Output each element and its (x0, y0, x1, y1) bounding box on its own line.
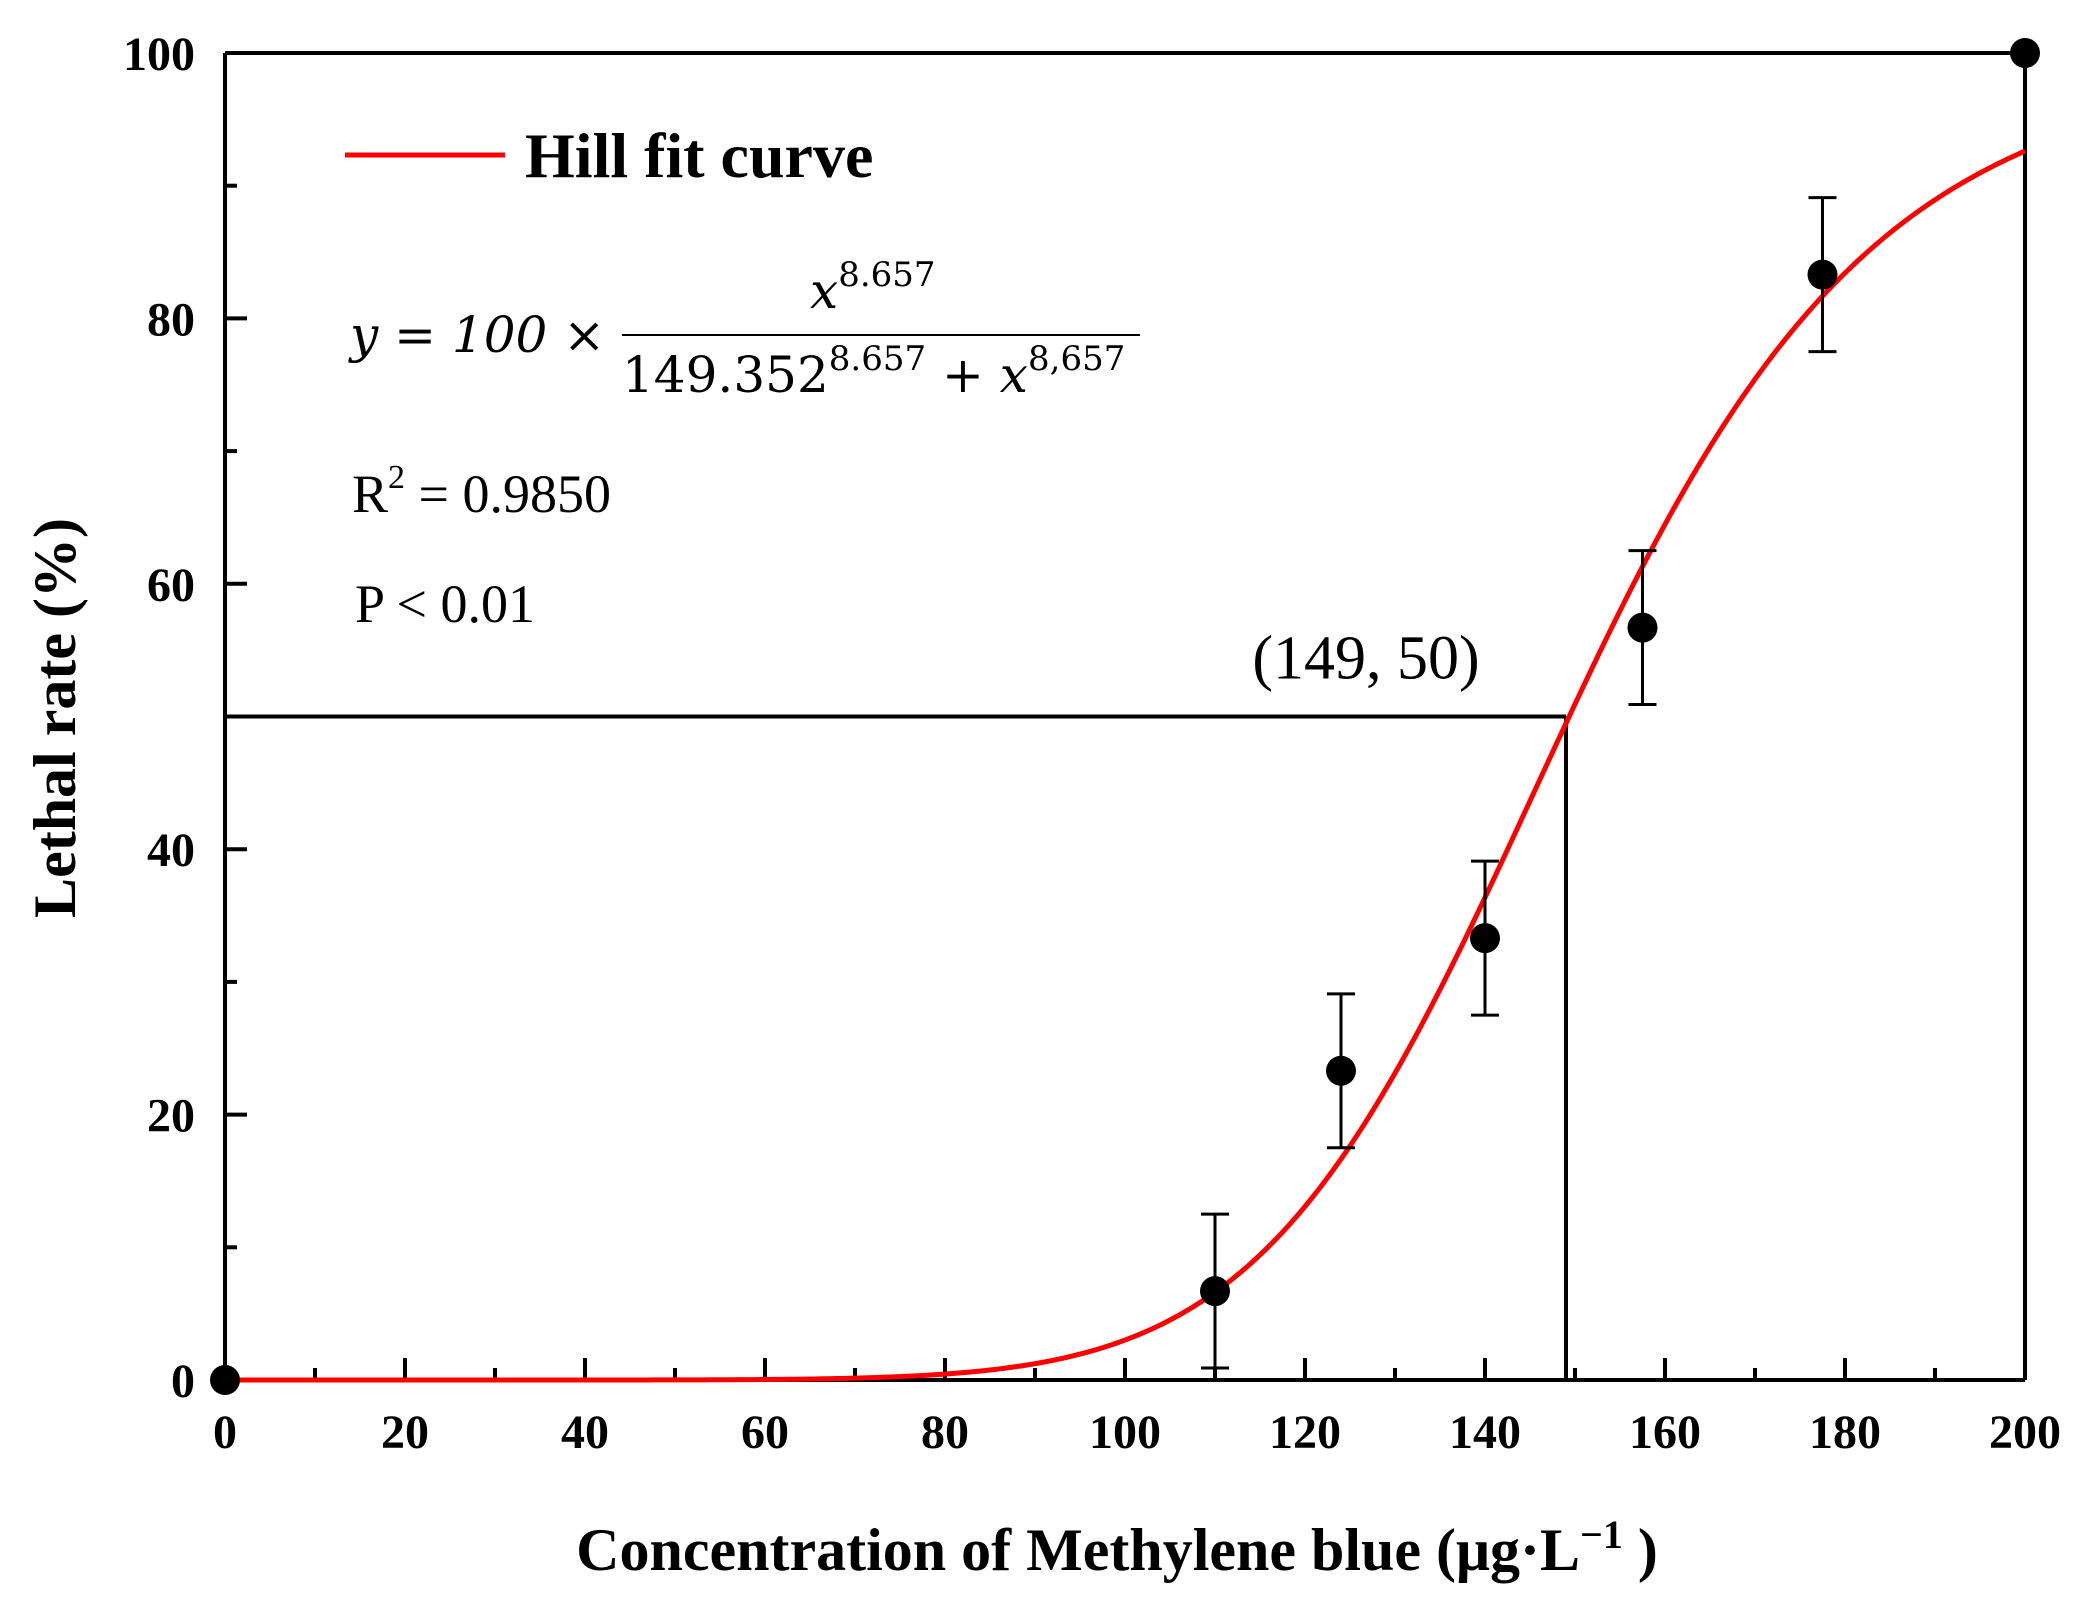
x-tick-label: 200 (1989, 1406, 2061, 1459)
legend-label: Hill fit curve (525, 120, 873, 191)
annotation-label: (149, 50) (1252, 625, 1479, 693)
data-point (1326, 1055, 1356, 1086)
denominator-exp2: 8,657 (1028, 339, 1125, 379)
equation-denominator: 149.3528.657 + x8,657 (622, 339, 1125, 404)
data-point (210, 1365, 240, 1395)
data-point (1627, 612, 1658, 643)
x-tick-label: 100 (1089, 1406, 1161, 1459)
reference-lines (225, 714, 1568, 1380)
y-tick-label: 20 (147, 1090, 195, 1143)
x-tick-label: 140 (1449, 1406, 1521, 1459)
legend: Hill fit curve (345, 120, 873, 191)
y-ticks: 0 20 40 60 80 100 (123, 28, 247, 1408)
y-tick-label: 80 (147, 293, 195, 346)
denominator-base: 149.352 (622, 346, 829, 404)
r-squared-sup: 2 (388, 459, 405, 496)
fit-equation: y = 100 × x8.657 149.3528.657 + x8,657 (348, 255, 1140, 404)
x-tick-label: 160 (1629, 1406, 1701, 1459)
x-tick-label: 120 (1269, 1406, 1341, 1459)
y-tick-label: 60 (147, 559, 195, 612)
x-tick-label: 0 (213, 1406, 237, 1459)
x-tick-label: 20 (381, 1406, 429, 1459)
r-squared-text: R2 = 0.9850 (352, 459, 611, 524)
denominator-plus: + x (926, 346, 1028, 404)
data-point (1807, 259, 1838, 290)
x-ticks: 0 20 40 60 80 100 120 140 160 180 200 (213, 1358, 2061, 1459)
x-tick-label: 40 (561, 1406, 609, 1459)
x-tick-label: 60 (741, 1406, 789, 1459)
denominator-exp1: 8.657 (829, 339, 926, 379)
r-squared-value: = 0.9850 (405, 464, 611, 524)
hill-fit-curve (225, 148, 2027, 1383)
x-axis-title-sup: −1 (1580, 1512, 1623, 1557)
x-axis-title-main: Concentration of Methylene blue (μg·L (576, 1517, 1580, 1583)
equation-numerator: x8.657 (810, 255, 936, 320)
y-tick-label: 0 (171, 1355, 195, 1408)
y-axis-title: Lethal rate (%) (22, 518, 88, 918)
x-tick-label: 180 (1809, 1406, 1881, 1459)
x-tick-label: 80 (921, 1406, 969, 1459)
p-value-text: P < 0.01 (355, 574, 535, 634)
data-point (1470, 923, 1500, 954)
numerator-exp: 8.657 (838, 255, 935, 295)
numerator-base: x (810, 262, 838, 320)
x-axis-title-end: ) (1623, 1517, 1658, 1583)
data-point (1200, 1276, 1230, 1307)
error-bars (1201, 196, 1837, 1370)
data-points (210, 38, 2040, 1395)
x-axis-title: Concentration of Methylene blue (μg·L−1 … (576, 1512, 1658, 1583)
data-point (2010, 38, 2040, 68)
y-tick-label: 40 (147, 824, 195, 877)
r-squared-prefix: R (352, 464, 388, 524)
equation-lhs: y = 100 × (348, 306, 605, 364)
y-tick-label: 100 (123, 28, 195, 81)
